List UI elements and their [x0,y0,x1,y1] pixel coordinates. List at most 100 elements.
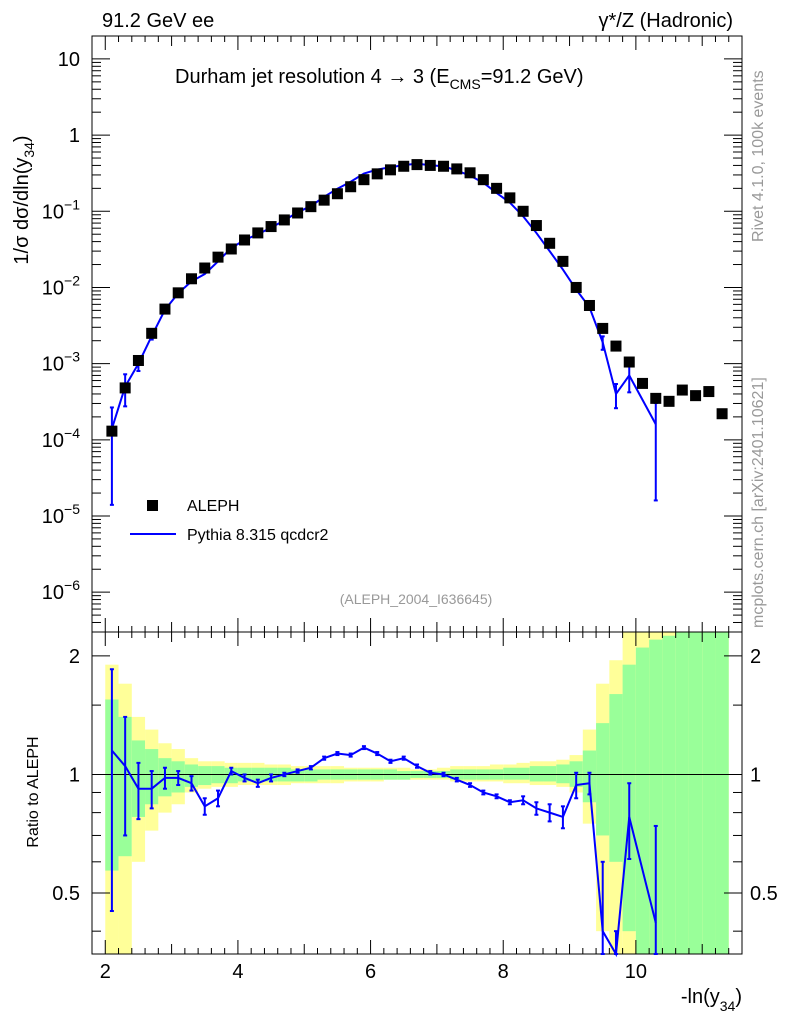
y-tick-label: 10−6 [42,577,80,604]
analysis-id: (ALEPH_2004_I636645) [340,591,493,607]
ratio-tick-label-right: 2 [750,646,761,668]
y-tick-label: 10−4 [42,425,80,452]
data-point [570,281,582,293]
data-point [292,207,304,219]
data-point [623,356,635,368]
y-tick-label: 10−1 [42,196,80,223]
data-point [517,205,529,217]
data-point [225,243,237,255]
data-point [384,164,396,176]
data-point [278,214,290,226]
band-green-bin [662,635,676,954]
band-green-bin [556,764,570,784]
band-green-bin [609,694,623,862]
ratio-tick-label-right: 1 [750,764,761,786]
data-point [650,392,662,404]
data-point [199,262,211,274]
side-label-mcplots: mcplots.cern.ch [arXiv:2401.10621] [750,377,767,628]
data-point [637,377,649,389]
x-tick-label: 4 [232,961,243,983]
data-point [358,174,370,186]
legend-marker-aleph [147,500,158,511]
band-green-bin [503,767,517,780]
band-green-bin [702,632,716,954]
ratio-tick-label-right: 0.5 [750,883,778,905]
header-right: γ*/Z (Hadronic) [599,10,733,32]
x-tick-label: 6 [365,961,376,983]
data-point [331,188,343,200]
x-axis-label: -ln(y34) [681,986,742,1014]
data-point [411,159,423,171]
ratio-plot-frame [91,631,743,955]
data-point [371,168,383,180]
ratio-tick-label-left: 0.5 [52,883,80,905]
data-point [557,255,569,267]
band-green-bin [304,769,318,782]
legend-label-pythia: Pythia 8.315 qcdcr2 [187,527,329,544]
data-point [491,182,503,194]
x-tick-label: 8 [498,961,509,983]
data-point [159,303,171,315]
y-tick-label: 10 [58,49,80,71]
data-point [185,273,197,285]
data-point [132,354,144,366]
band-green-bin [649,639,663,954]
data-series-points [106,159,728,437]
band-green-bin [198,766,212,786]
axis-ticks: 2 4 6 8 10 10 1 10−1 10−2 10−3 10−4 10−5 10−6 2 2 1 1 0.5… [42,35,778,983]
data-point [252,227,264,239]
data-point [265,221,277,233]
data-point [504,192,516,204]
y-tick-label: 10−3 [42,349,80,376]
data-point [477,174,489,186]
data-point [146,327,158,339]
data-point [464,167,476,179]
side-label-rivet: Rivet 4.1.0, 100k events [750,70,767,242]
legend-label-aleph: ALEPH [187,498,239,515]
band-green-bin [543,766,557,782]
y-axis-label: 1/σ dσ/dln(y34) [11,135,37,264]
band-green-bin [529,766,544,782]
band-green-bin [675,632,689,954]
data-point [597,322,609,334]
data-point [663,395,675,407]
x-tick-label: 2 [100,961,111,983]
ratio-tick-label-left: 2 [69,646,80,668]
data-point [530,220,542,232]
data-point [119,382,131,394]
ratio-y-axis-label: Ratio to ALEPH [25,736,42,847]
mc-main-line [110,162,657,429]
data-point [106,425,118,437]
band-green-bin [516,767,530,780]
ratio-tick-label-left: 1 [69,764,80,786]
header-left: 91.2 GeV ee [102,10,214,32]
band-green-bin [397,771,411,780]
legend: ALEPH Pythia 8.315 qcdcr2 [130,498,329,544]
data-point [438,160,450,172]
data-point [544,237,556,249]
data-point [690,390,702,402]
data-point [703,386,715,398]
data-point [239,234,251,246]
x-tick-label: 10 [625,961,647,983]
data-point [676,384,688,396]
plot-title: Durham jet resolution 4 → 3 (ECMS=91.2 G… [175,66,584,92]
data-point [610,340,622,352]
data-point [424,159,436,171]
ratio-uncertainty-bands [105,632,729,954]
band-green-bin [596,723,610,836]
data-point [305,201,317,213]
data-point [318,194,330,206]
data-point [398,160,410,172]
band-green-bin [635,647,650,954]
data-point [172,287,184,299]
data-point [212,251,224,263]
band-green-bin [715,632,729,954]
data-point [716,408,728,420]
data-point [451,163,463,175]
y-tick-label: 10−5 [42,501,80,528]
y-tick-label: 10−2 [42,272,80,299]
band-green-bin [688,632,703,954]
data-point [583,299,595,311]
data-point [345,181,357,193]
